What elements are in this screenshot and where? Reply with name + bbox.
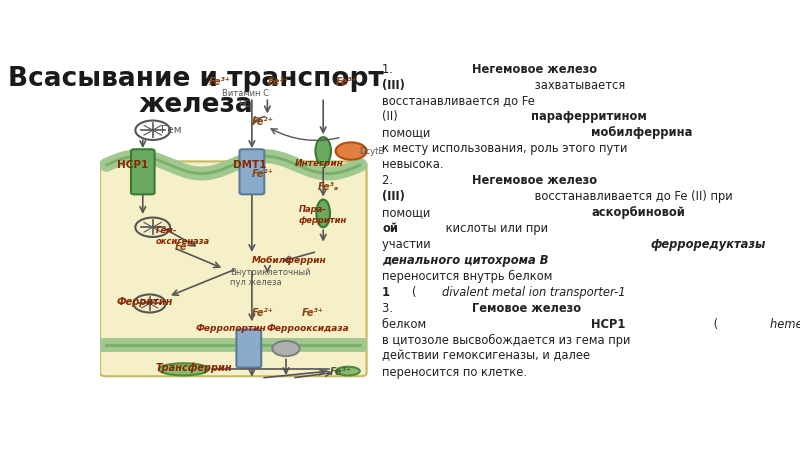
FancyBboxPatch shape bbox=[237, 329, 262, 368]
Text: железа: железа bbox=[138, 92, 254, 118]
Text: захватывается: захватывается bbox=[531, 79, 630, 92]
Text: ой: ой bbox=[382, 222, 398, 235]
Text: Негемовое железо: Негемовое железо bbox=[472, 63, 597, 76]
Circle shape bbox=[336, 142, 366, 160]
Text: DcytB: DcytB bbox=[359, 147, 385, 156]
Text: аскорбиновой: аскорбиновой bbox=[591, 206, 685, 219]
FancyBboxPatch shape bbox=[100, 162, 366, 376]
Text: Fe³⁺: Fe³⁺ bbox=[336, 77, 358, 87]
Text: ферроредуктазы: ферроредуктазы bbox=[650, 238, 766, 251]
Text: 2.: 2. bbox=[382, 174, 397, 187]
Ellipse shape bbox=[336, 367, 360, 375]
Text: Трансферрин: Трансферрин bbox=[156, 362, 233, 373]
Text: восстанавливается до Fe: восстанавливается до Fe bbox=[382, 94, 535, 108]
Text: (II): (II) bbox=[382, 111, 402, 123]
Text: переносится по клетке.: переносится по клетке. bbox=[382, 365, 527, 378]
Text: heme carrier protein 1: heme carrier protein 1 bbox=[770, 318, 800, 331]
Text: Всасывание и транспорт: Всасывание и транспорт bbox=[8, 66, 384, 92]
Circle shape bbox=[272, 341, 300, 356]
Text: параферритином: параферритином bbox=[531, 111, 647, 123]
Text: Пара-
ферритин: Пара- ферритин bbox=[299, 205, 347, 225]
Text: мобилферрина: мобилферрина bbox=[591, 126, 693, 140]
Text: HCP1: HCP1 bbox=[591, 318, 626, 331]
Text: Мобилферрин: Мобилферрин bbox=[252, 256, 326, 265]
Text: Гем-
оксигеназа: Гем- оксигеназа bbox=[156, 226, 210, 246]
Text: Fe²⁺: Fe²⁺ bbox=[252, 117, 274, 127]
Text: переносится внутрь белком: переносится внутрь белком bbox=[382, 270, 556, 283]
FancyBboxPatch shape bbox=[131, 149, 154, 194]
Text: 1: 1 bbox=[382, 286, 390, 299]
Text: (III): (III) bbox=[382, 190, 405, 203]
Text: в цитозоле высвобождается из гема при: в цитозоле высвобождается из гема при bbox=[382, 333, 630, 346]
Text: к месту использования, роль этого пути: к месту использования, роль этого пути bbox=[382, 142, 627, 155]
Text: Fe²⁺: Fe²⁺ bbox=[174, 242, 196, 252]
Text: денального цитохрома B: денального цитохрома B bbox=[382, 254, 549, 267]
Text: действии гемоксигеназы, и далее: действии гемоксигеназы, и далее bbox=[382, 350, 590, 363]
Text: Гем: Гем bbox=[161, 125, 182, 135]
Ellipse shape bbox=[315, 137, 331, 165]
Text: восстанавливается до Fe (II) при: восстанавливается до Fe (II) при bbox=[531, 190, 733, 203]
Text: Ферритин: Ферритин bbox=[117, 297, 173, 307]
Text: Fe²⁺: Fe²⁺ bbox=[252, 308, 274, 318]
Text: HCP1: HCP1 bbox=[118, 160, 149, 170]
Text: кислоты или при: кислоты или при bbox=[442, 222, 548, 235]
Text: Fe³⁺: Fe³⁺ bbox=[209, 77, 230, 87]
Text: невысока.: невысока. bbox=[382, 158, 443, 171]
Text: Витамин С
HCl: Витамин С HCl bbox=[222, 90, 269, 109]
Text: 3.: 3. bbox=[382, 302, 397, 315]
Text: (III): (III) bbox=[382, 79, 405, 92]
Text: белком: белком bbox=[382, 318, 430, 331]
Text: Fe³⁺: Fe³⁺ bbox=[330, 367, 351, 377]
Text: Fe³⁺: Fe³⁺ bbox=[267, 77, 290, 87]
FancyBboxPatch shape bbox=[239, 149, 264, 194]
Text: Негемовое железо: Негемовое железо bbox=[472, 174, 597, 187]
Text: DMT1: DMT1 bbox=[234, 160, 267, 170]
Ellipse shape bbox=[159, 363, 209, 375]
Text: (: ( bbox=[412, 286, 417, 299]
Text: Феррооксидаза: Феррооксидаза bbox=[266, 324, 349, 333]
Text: divalent metal ion transporter-1: divalent metal ion transporter-1 bbox=[442, 286, 626, 299]
Text: Интегрин: Интегрин bbox=[295, 159, 344, 168]
Text: Fe³ₐ: Fe³ₐ bbox=[318, 182, 339, 192]
Ellipse shape bbox=[316, 199, 330, 227]
Text: участии: участии bbox=[382, 238, 438, 251]
Text: Ферропортин: Ферропортин bbox=[196, 324, 267, 333]
Text: 1.: 1. bbox=[382, 63, 397, 76]
Text: помощи: помощи bbox=[382, 126, 434, 140]
Text: помощи: помощи bbox=[382, 206, 434, 219]
Text: Fe²⁺: Fe²⁺ bbox=[252, 169, 274, 179]
Text: Fe³⁺: Fe³⁺ bbox=[302, 308, 323, 318]
Text: (: ( bbox=[710, 318, 718, 331]
Text: Внутриклеточный
пул железа: Внутриклеточный пул железа bbox=[230, 268, 310, 287]
Text: Гемовое железо: Гемовое железо bbox=[472, 302, 581, 315]
